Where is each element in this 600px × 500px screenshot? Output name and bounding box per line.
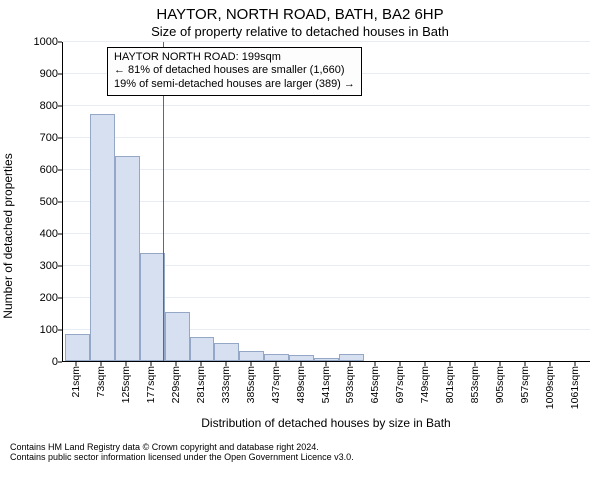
x-tick-mark xyxy=(425,362,426,366)
y-tick-label: 600 xyxy=(40,164,58,176)
y-tick-label: 900 xyxy=(40,68,58,80)
page-title: HAYTOR, NORTH ROAD, BATH, BA2 6HP xyxy=(10,6,590,24)
x-tick-label: 853sqm xyxy=(469,366,481,403)
x-tick-mark xyxy=(574,362,575,366)
x-tick-mark xyxy=(450,362,451,366)
bar xyxy=(90,114,115,360)
x-tick-label: 177sqm xyxy=(145,366,157,403)
x-tick-mark xyxy=(499,362,500,366)
x-tick-mark xyxy=(325,362,326,366)
y-axis-label-container: Number of detached properties xyxy=(10,42,28,430)
x-tick-mark xyxy=(176,362,177,366)
x-tick-label: 905sqm xyxy=(494,366,506,403)
x-tick-label: 21sqm xyxy=(70,366,82,398)
y-tick-label: 400 xyxy=(40,228,58,240)
x-tick-label: 957sqm xyxy=(519,366,531,403)
x-tick-mark xyxy=(375,362,376,366)
bar xyxy=(289,355,314,360)
x-tick-mark xyxy=(474,362,475,366)
x-tick-mark xyxy=(524,362,525,366)
bar-slot xyxy=(414,42,439,361)
page-subtitle: Size of property relative to detached ho… xyxy=(10,24,590,40)
bar xyxy=(239,351,264,361)
x-tick-mark xyxy=(126,362,127,366)
x-tick-mark xyxy=(225,362,226,366)
x-tick-label: 749sqm xyxy=(419,366,431,403)
plot-column: HAYTOR NORTH ROAD: 199sqm ← 81% of detac… xyxy=(62,42,590,430)
x-tick-label: 593sqm xyxy=(344,366,356,403)
x-tick-label: 385sqm xyxy=(245,366,257,403)
page: HAYTOR, NORTH ROAD, BATH, BA2 6HP Size o… xyxy=(0,0,600,500)
x-tick-mark xyxy=(250,362,251,366)
bar xyxy=(214,343,239,360)
bar-slot xyxy=(538,42,563,361)
x-tick-mark xyxy=(300,362,301,366)
bar xyxy=(65,334,90,360)
bar-slot xyxy=(364,42,389,361)
y-tick-label: 500 xyxy=(40,196,58,208)
x-tick-label: 1061sqm xyxy=(569,366,581,409)
chart: Number of detached properties 0100200300… xyxy=(10,42,590,430)
bar xyxy=(314,358,339,360)
y-tick-label: 800 xyxy=(40,100,58,112)
x-tick-label: 645sqm xyxy=(369,366,381,403)
x-tick-label: 73sqm xyxy=(95,366,107,398)
y-tick-label: 1000 xyxy=(34,36,58,48)
bar xyxy=(165,312,190,361)
x-tick-label: 541sqm xyxy=(320,366,332,403)
x-axis-label: Distribution of detached houses by size … xyxy=(62,416,590,430)
y-tick-label: 300 xyxy=(40,260,58,272)
bar xyxy=(115,156,140,361)
bar-slot xyxy=(389,42,414,361)
x-tick-label: 489sqm xyxy=(295,366,307,403)
bar-slot xyxy=(513,42,538,361)
bar-slot xyxy=(464,42,489,361)
y-tick-label: 100 xyxy=(40,324,58,336)
x-tick-mark xyxy=(151,362,152,366)
x-tick-label: 697sqm xyxy=(394,366,406,403)
plot-area: HAYTOR NORTH ROAD: 199sqm ← 81% of detac… xyxy=(62,42,590,362)
x-tick-mark xyxy=(275,362,276,366)
annotation-line1: HAYTOR NORTH ROAD: 199sqm xyxy=(114,51,355,65)
x-tick-mark xyxy=(400,362,401,366)
x-tick-label: 125sqm xyxy=(120,366,132,403)
x-tick-label: 281sqm xyxy=(195,366,207,403)
y-axis-label: Number of detached properties xyxy=(1,153,15,318)
bar xyxy=(264,354,289,361)
x-tick-label: 333sqm xyxy=(220,366,232,403)
x-tick-mark xyxy=(350,362,351,366)
footer-line2: Contains public sector information licen… xyxy=(10,452,590,463)
annotation-box: HAYTOR NORTH ROAD: 199sqm ← 81% of detac… xyxy=(107,47,362,96)
bar-slot xyxy=(439,42,464,361)
bar xyxy=(140,253,165,360)
y-tick-label: 200 xyxy=(40,292,58,304)
x-tick-label: 801sqm xyxy=(444,366,456,403)
bar xyxy=(339,354,364,361)
footer-line1: Contains HM Land Registry data © Crown c… xyxy=(10,442,590,453)
x-tick-mark xyxy=(200,362,201,366)
x-tick-label: 229sqm xyxy=(170,366,182,403)
y-axis-ticks: 01002003004005006007008009001000 xyxy=(28,42,62,430)
bar-slot xyxy=(563,42,588,361)
annotation-line3: 19% of semi-detached houses are larger (… xyxy=(114,78,355,92)
annotation-line2: ← 81% of detached houses are smaller (1,… xyxy=(114,64,355,78)
x-tick-label: 1009sqm xyxy=(544,366,556,409)
bar-slot xyxy=(65,42,90,361)
bar-slot xyxy=(488,42,513,361)
y-tick-label: 700 xyxy=(40,132,58,144)
footer: Contains HM Land Registry data © Crown c… xyxy=(10,442,590,464)
x-axis-ticks: 21sqm 73sqm 125sqm 177sqm 229sqm 281sqm 333sqm… xyxy=(62,362,590,416)
x-tick-label: 437sqm xyxy=(270,366,282,403)
x-tick-mark xyxy=(549,362,550,366)
bar xyxy=(190,337,215,360)
